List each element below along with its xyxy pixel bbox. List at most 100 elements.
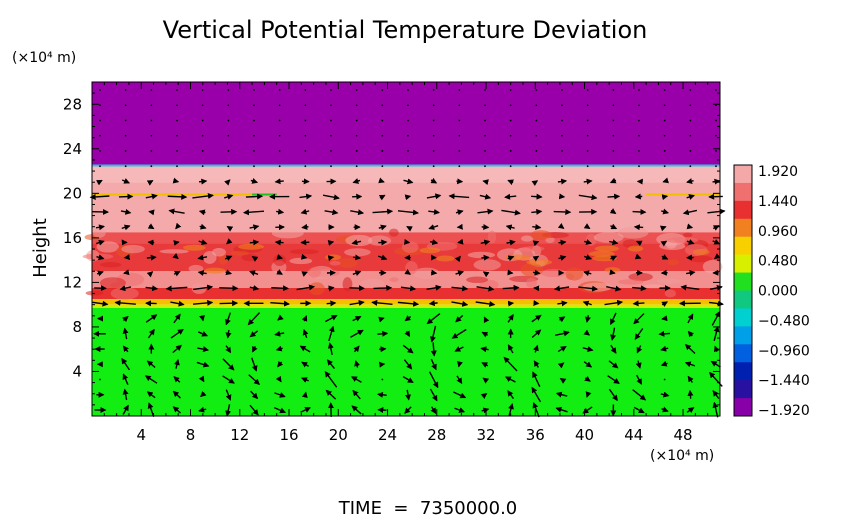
wind-vector: [122, 345, 129, 353]
x-tick-label: 32: [476, 426, 495, 444]
wind-vector: [402, 376, 414, 384]
wind-vector: [689, 134, 692, 137]
wind-vector: [458, 119, 461, 122]
texture-blob: [202, 250, 217, 264]
wind-vector: [352, 389, 361, 400]
wind-vector: [583, 178, 593, 185]
texture-blob-orange: [589, 250, 615, 257]
wind-vector: [330, 165, 332, 168]
wind-vector: [687, 389, 694, 399]
wind-vector: [201, 165, 204, 168]
wind-vector: [561, 89, 563, 91]
wind-vector: [684, 361, 696, 368]
wind-vector: [660, 240, 668, 247]
wind-vector: [277, 314, 284, 321]
wind-vector: [430, 177, 438, 184]
wind-vector: [296, 284, 316, 291]
wind-vector: [301, 377, 309, 383]
wind-vector: [535, 89, 538, 91]
wind-vector: [535, 134, 538, 137]
wind-vector: [249, 270, 259, 276]
wind-vector: [299, 345, 311, 353]
wind-vector: [351, 239, 362, 246]
colorbar-frame: [733, 164, 753, 417]
wind-vector: [404, 269, 411, 275]
wind-vector: [582, 300, 592, 307]
x-tick-label: 44: [624, 426, 643, 444]
wind-vector: [712, 239, 721, 245]
wind-vector: [381, 150, 384, 152]
wind-vector: [661, 315, 668, 322]
wind-vector: [172, 344, 182, 354]
wind-vector: [507, 344, 514, 354]
wind-vector: [454, 346, 464, 352]
wind-vector: [193, 299, 214, 306]
wind-vector: [225, 329, 232, 339]
wind-vector: [96, 179, 103, 186]
texture-blob: [342, 277, 353, 292]
y-axis: 4 8 12 16 20 24 28: [63, 92, 720, 406]
wind-vector: [95, 239, 105, 246]
wind-vector: [276, 208, 285, 215]
wind-vector: [448, 193, 470, 200]
wind-vector: [432, 104, 435, 107]
x-tick-label: 12: [230, 426, 249, 444]
wind-vector: [586, 104, 589, 107]
wind-vector: [200, 390, 207, 398]
texture-blob: [188, 264, 204, 273]
texture-blob: [593, 232, 624, 243]
wind-vector: [535, 119, 538, 122]
y-tick-label: 4: [72, 362, 82, 380]
wind-vector: [121, 178, 131, 184]
wind-vector: [583, 270, 592, 277]
wind-vector: [251, 256, 259, 262]
wind-vector: [638, 134, 640, 137]
texture-blob-orange: [204, 267, 226, 274]
texture-blob: [344, 248, 371, 257]
wind-vector: [684, 343, 696, 354]
wind-vector: [502, 284, 520, 291]
wind-vector: [275, 345, 283, 352]
wind-vector: [300, 407, 311, 413]
wind-vector: [327, 255, 335, 262]
wind-vector: [397, 300, 420, 307]
wind-vector: [481, 254, 490, 261]
wind-vector: [632, 300, 645, 307]
wind-vector: [124, 165, 127, 168]
wind-vector: [606, 285, 622, 292]
wind-vector: [355, 134, 358, 137]
texture-blob: [360, 278, 385, 288]
wind-vector: [276, 269, 283, 275]
wind-vector: [553, 209, 572, 216]
wind-vector: [146, 360, 156, 368]
wind-vector: [378, 239, 388, 246]
wind-vector: [610, 327, 617, 341]
wind-vector: [712, 178, 721, 185]
wind-vector: [663, 104, 666, 107]
texture-blob: [329, 260, 341, 266]
wind-vector: [610, 312, 617, 326]
wind-vector: [376, 391, 387, 398]
field-band-3: [92, 232, 720, 244]
wind-vector: [328, 285, 335, 292]
wind-vector: [454, 255, 461, 263]
wind-vector: [147, 328, 155, 339]
texture-blob-orange: [238, 243, 265, 250]
wind-vector: [558, 255, 567, 261]
texture-blob: [273, 254, 287, 266]
wind-vector: [482, 377, 490, 384]
wind-vector: [124, 104, 127, 107]
wind-vector: [381, 104, 384, 107]
wind-vector: [482, 179, 489, 186]
wind-vector: [304, 134, 307, 137]
colorbar-swatch: [734, 165, 752, 184]
wind-vector: [121, 224, 131, 231]
wind-vector: [227, 119, 230, 122]
wind-vector: [201, 134, 204, 137]
wind-vector: [201, 89, 204, 91]
texture-blob: [664, 289, 676, 298]
wind-vector: [561, 150, 563, 152]
wind-vector: [173, 376, 181, 383]
x-tick-label: 16: [279, 426, 298, 444]
